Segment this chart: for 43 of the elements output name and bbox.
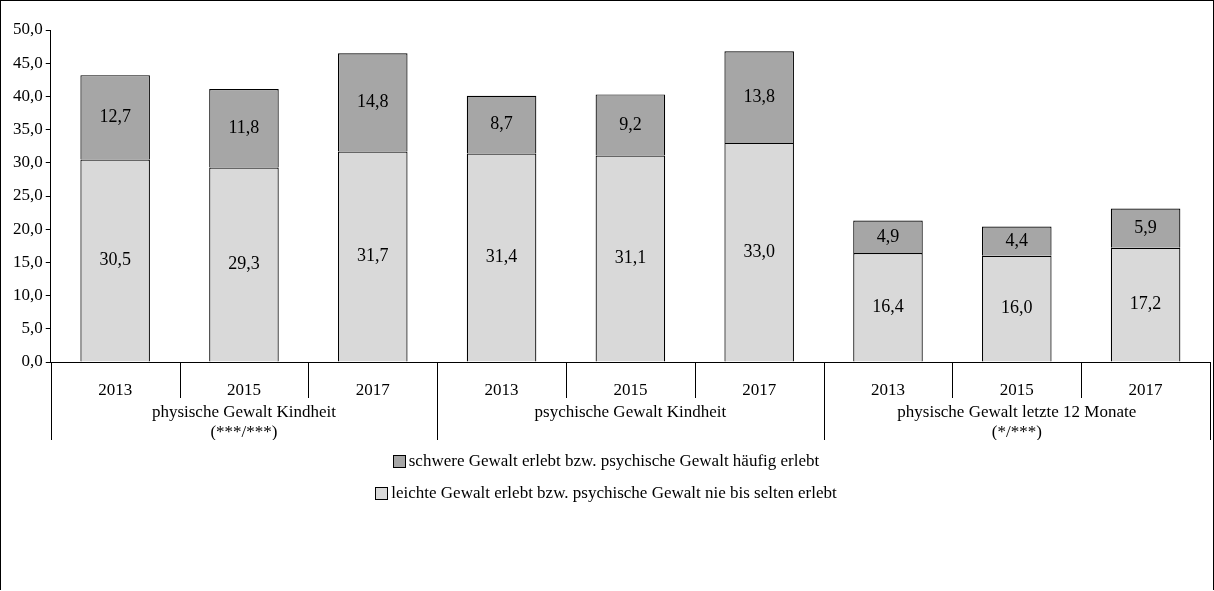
data-label: 9,2 xyxy=(619,113,642,134)
y-tick-label: 20,0 xyxy=(13,218,43,238)
data-label: 31,4 xyxy=(485,246,518,267)
data-label: 13,8 xyxy=(743,85,775,106)
y-tick-label: 5,0 xyxy=(21,318,43,338)
y-tick-label: 30,0 xyxy=(13,152,43,172)
data-label: 31,7 xyxy=(357,245,389,266)
y-tick-label: 50,0 xyxy=(13,19,43,39)
legend-label: leichte Gewalt erlebt bzw. psychische Gewalt nie bis selten erlebt xyxy=(391,483,837,503)
data-label: 4,9 xyxy=(876,225,900,246)
data-label: 31,1 xyxy=(614,247,647,268)
data-label: 16,4 xyxy=(872,296,904,317)
x-tick-label: 2015 xyxy=(613,379,648,399)
data-label: 5,9 xyxy=(1134,216,1157,237)
x-tick-label: 2017 xyxy=(742,379,777,399)
data-label: 8,7 xyxy=(490,113,513,134)
x-tick-label: 2013 xyxy=(870,379,905,399)
data-label: 17,2 xyxy=(1129,293,1162,314)
data-label: 4,4 xyxy=(1005,229,1029,250)
data-label: 11,8 xyxy=(228,117,260,138)
y-tick-label: 10,0 xyxy=(13,285,43,305)
legend-label: schwere Gewalt erlebt bzw. psychische Gewalt häufig erlebt xyxy=(408,451,820,471)
x-tick-label: 2013 xyxy=(484,379,519,399)
y-tick-label: 15,0 xyxy=(13,251,43,271)
y-tick-label: 0,0 xyxy=(21,351,43,371)
x-tick-label: 2017 xyxy=(1128,379,1164,399)
y-tick-label: 35,0 xyxy=(13,119,43,139)
text: physische Gewalt letzte 12 Monate (*/***) xyxy=(897,401,1137,441)
x-tick-label: 2013 xyxy=(98,379,133,399)
data-label: 33,0 xyxy=(743,240,775,261)
text: physische Gewalt Kindheit (***/***) xyxy=(151,401,337,441)
x-tick-label: 2015 xyxy=(999,379,1034,399)
data-label: 12,7 xyxy=(99,106,131,127)
data-label: 16,0 xyxy=(1001,297,1033,318)
x-tick-label: 2017 xyxy=(355,379,391,399)
y-tick-label: 40,0 xyxy=(13,85,43,105)
data-label: 29,3 xyxy=(228,253,260,274)
data-label: 30,5 xyxy=(99,249,131,270)
x-tick-label: 2015 xyxy=(226,379,261,399)
text: psychische Gewalt Kindheit xyxy=(534,401,727,421)
y-tick-label: 45,0 xyxy=(13,52,43,72)
data-label: 14,8 xyxy=(357,91,389,112)
y-tick-label: 25,0 xyxy=(13,185,43,205)
